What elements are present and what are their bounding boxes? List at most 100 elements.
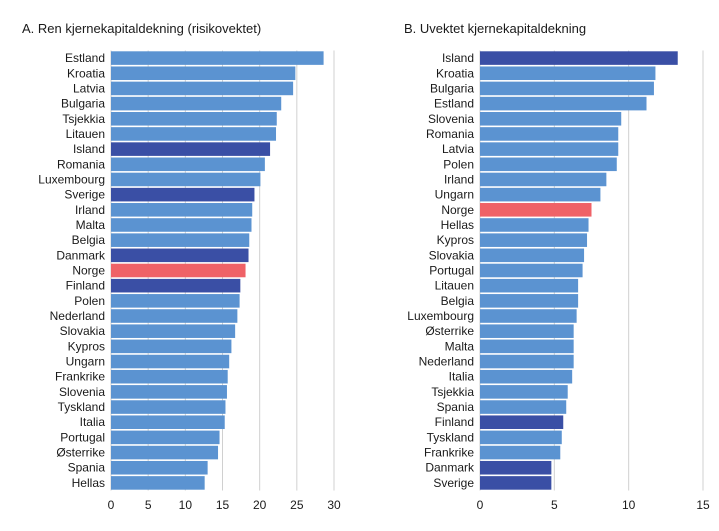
panel-b-bar-romania bbox=[480, 127, 619, 141]
panel-a-x-axis: 0 5 10 15 20 25 30 bbox=[108, 498, 341, 512]
panel-a-category-label: Østerrike bbox=[56, 446, 105, 460]
panel-a-bar-latvia bbox=[111, 81, 294, 96]
panel-a-category-label: Estland bbox=[65, 51, 105, 65]
panel-b-tick-label: 15 bbox=[696, 498, 710, 512]
panel-a-tick-label: 15 bbox=[216, 498, 230, 512]
panel-a-bar-irland bbox=[111, 203, 253, 217]
panel-a-category-label: Kroatia bbox=[67, 66, 105, 80]
panel-a-category-label: Romania bbox=[57, 157, 105, 171]
panel-a-category-label: Slovakia bbox=[60, 324, 106, 338]
panel-b-category-label: Bulgaria bbox=[430, 81, 474, 95]
panel-b-bar-slovenia bbox=[480, 111, 622, 126]
panel-a-bars bbox=[111, 51, 324, 490]
panel-b-bar-sverige bbox=[480, 476, 552, 490]
panel-a-category-label: Danmark bbox=[56, 248, 106, 262]
panel-a-category-label: Norge bbox=[72, 264, 105, 278]
panel-b-category-label: Hellas bbox=[441, 218, 474, 232]
panel-a-bar-spania bbox=[111, 460, 208, 475]
panel-b-bar-estland bbox=[480, 96, 647, 111]
panel-a-bar-island bbox=[111, 142, 271, 156]
panel-b-category-label: Latvia bbox=[442, 142, 474, 156]
panel-b-tick-label: 0 bbox=[477, 498, 484, 512]
panel-a-category-label: Hellas bbox=[72, 476, 105, 490]
panel-a-tick-label: 10 bbox=[179, 498, 193, 512]
panel-b-bar-spania bbox=[480, 400, 567, 414]
panel-b-bar-nederland bbox=[480, 354, 574, 369]
panel-b-bar-italia bbox=[480, 369, 573, 384]
panel-b-category-label: Sverige bbox=[433, 476, 474, 490]
panel-a-tick-label: 0 bbox=[108, 498, 115, 512]
panel-b-bar-kroatia bbox=[480, 66, 656, 81]
panel-a-category-label: Ungarn bbox=[66, 355, 105, 369]
panel-a-bar-luxembourg bbox=[111, 172, 261, 187]
panel-b-category-label: Italia bbox=[449, 370, 475, 384]
panel-a-category-label: Irland bbox=[75, 203, 105, 217]
panel-b-category-label: Island bbox=[442, 51, 474, 65]
panel-a-bar-finland bbox=[111, 278, 241, 293]
panel-a-bar-belgia bbox=[111, 233, 250, 247]
panel-a-bar-litauen bbox=[111, 127, 277, 141]
panel-b-category-label: Irland bbox=[444, 172, 474, 186]
panel-b-bar-hellas bbox=[480, 218, 589, 232]
panel-b-bar-ungarn bbox=[480, 187, 601, 202]
panel-a-category-label: Island bbox=[73, 142, 105, 156]
panel-b-category-label: Norge bbox=[441, 203, 474, 217]
panel-a-bar-tyskland bbox=[111, 400, 226, 414]
panel-b-category-label: Tyskland bbox=[427, 430, 474, 444]
panel-b-bars bbox=[480, 51, 678, 490]
panel-a-tick-label: 25 bbox=[290, 498, 304, 512]
panel-b-category-label: Romania bbox=[426, 127, 474, 141]
panel-b-bar-island bbox=[480, 51, 678, 65]
panel-b-category-label: Luxembourg bbox=[407, 309, 474, 323]
panel-a-category-label: Italia bbox=[80, 415, 106, 429]
panel-a-category-label: Spania bbox=[68, 461, 106, 475]
panel-a-bar-slovakia bbox=[111, 324, 236, 338]
panel-b: B. Uvektet kjernekapitaldekning IslandKr… bbox=[404, 21, 710, 512]
panel-b-category-label: Slovenia bbox=[428, 112, 474, 126]
panel-a-tick-label: 20 bbox=[253, 498, 267, 512]
panel-a-title: A. Ren kjernekapitaldekning (risikovekte… bbox=[22, 21, 261, 36]
panel-a-bar-frankrike bbox=[111, 369, 228, 384]
panel-a-bar-norge bbox=[111, 263, 246, 278]
panel-b-category-label: Ungarn bbox=[435, 188, 474, 202]
panel-b-category-label: Tsjekkia bbox=[431, 385, 474, 399]
panel-b-category-label: Nederland bbox=[419, 355, 474, 369]
panel-b-category-label: Frankrike bbox=[424, 446, 474, 460]
panel-b-bar-tyskland bbox=[480, 430, 562, 445]
panel-a-category-label: Malta bbox=[76, 218, 106, 232]
panel-b-category-label: Estland bbox=[434, 97, 474, 111]
panel-b-category-label: Danmark bbox=[425, 461, 475, 475]
panel-a-bar-italia bbox=[111, 415, 225, 430]
panel-a-tick-label: 30 bbox=[327, 498, 341, 512]
panel-a-category-label: Kypros bbox=[68, 339, 105, 353]
panel-a-category-label: Finland bbox=[66, 279, 105, 293]
panel-a-bar-romania bbox=[111, 157, 265, 172]
panel-b-category-label: Finland bbox=[435, 415, 474, 429]
panel-a-bar-sverige bbox=[111, 187, 255, 202]
panel-b-category-label: Østerrike bbox=[425, 324, 474, 338]
panel-b-bar-slovakia bbox=[480, 248, 585, 263]
panel-b-bar-tsjekkia bbox=[480, 385, 568, 399]
panel-a-category-label: Tsjekkia bbox=[62, 112, 105, 126]
panel-b-bar-polen bbox=[480, 157, 617, 172]
panel-a-tick-label: 5 bbox=[145, 498, 152, 512]
panel-a-category-label: Slovenia bbox=[59, 385, 105, 399]
panel-a-category-label: Frankrike bbox=[55, 370, 105, 384]
panel-b-bar-bulgaria bbox=[480, 81, 654, 96]
panel-a-bar-polen bbox=[111, 294, 240, 308]
panel-a-category-label: Luxembourg bbox=[38, 172, 105, 186]
panel-a-bar-nederland bbox=[111, 309, 238, 323]
panel-b-tick-label: 10 bbox=[622, 498, 636, 512]
panel-a-bar-slovenia bbox=[111, 385, 227, 399]
panel-b-x-axis: 0 5 10 15 bbox=[477, 498, 710, 512]
panel-a-bar-portugal bbox=[111, 430, 220, 445]
panel-b-bar-kypros bbox=[480, 233, 588, 247]
panel-b-category-label: Slovakia bbox=[429, 248, 475, 262]
panel-a-bar-hellas bbox=[111, 476, 205, 490]
panel-b-bar-osterrike bbox=[480, 324, 574, 338]
panel-a-category-label: Nederland bbox=[50, 309, 105, 323]
panel-a-bar-malta bbox=[111, 218, 252, 232]
panel-b-bar-norge bbox=[480, 203, 592, 217]
